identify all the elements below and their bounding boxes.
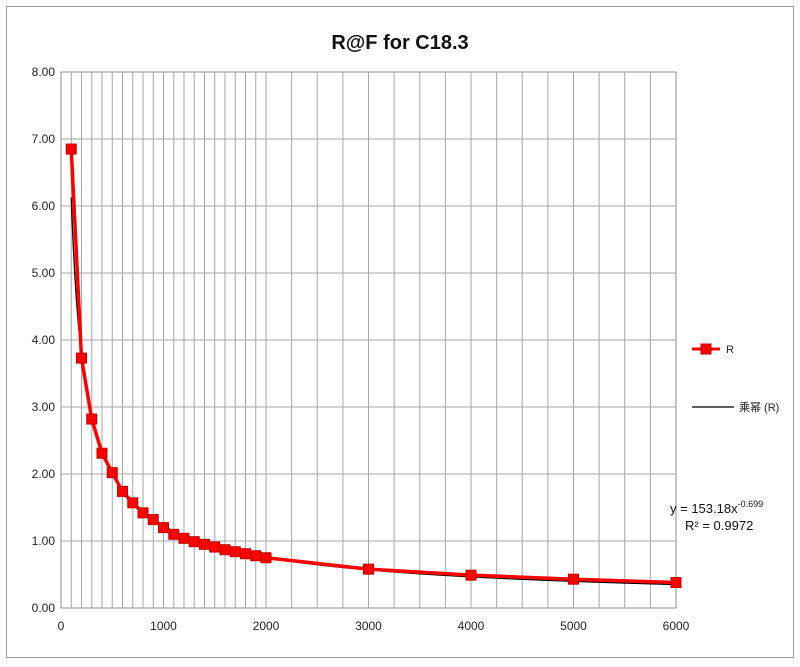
y-tick-label: 0.00 xyxy=(32,601,56,615)
data-point-r xyxy=(117,485,128,497)
series-layer xyxy=(65,143,682,589)
chart-title: R@F for C18.3 xyxy=(331,32,468,54)
data-point-r xyxy=(199,538,210,550)
data-point-r xyxy=(178,532,190,544)
trendline-equation: y = 153.18x-0.699 R² = 0.9972 xyxy=(670,499,763,533)
data-point-r xyxy=(137,507,149,519)
data-point-r xyxy=(76,352,87,364)
data-point-r xyxy=(168,528,180,540)
data-point-r xyxy=(147,514,159,526)
y-tick-label: 8.00 xyxy=(32,65,56,79)
data-point-r xyxy=(188,536,200,548)
data-point-r xyxy=(96,447,108,459)
data-point-r xyxy=(260,552,272,564)
x-tick-label: 3000 xyxy=(355,619,382,633)
data-point-r xyxy=(86,413,98,425)
x-tick-label: 2000 xyxy=(253,619,280,633)
legend-trend-label: 乘幂 (R) xyxy=(739,401,779,414)
legend-r-label: R xyxy=(726,344,734,356)
y-tick-label: 3.00 xyxy=(32,400,56,414)
data-point-r xyxy=(209,541,221,553)
y-tick-label: 4.00 xyxy=(32,333,56,347)
equation-prefix: y = 153.18x xyxy=(670,501,738,516)
data-point-r xyxy=(568,573,579,585)
legend: R 乘幂 (R) xyxy=(692,343,779,414)
r-squared-text: R² = 0.9972 xyxy=(685,518,753,533)
data-point-r xyxy=(127,497,139,509)
data-point-r xyxy=(250,550,262,562)
y-tick-label: 2.00 xyxy=(32,467,56,481)
y-tick-label: 5.00 xyxy=(32,266,56,280)
data-point-r xyxy=(229,546,241,558)
y-tick-label: 6.00 xyxy=(32,199,56,213)
axis-ticks: 0.00 1.00 2.00 3.00 4.00 5.00 6.00 7.00 8.00 0 100… xyxy=(32,65,690,633)
data-point-r xyxy=(670,577,682,589)
data-point-r xyxy=(158,522,169,534)
x-tick-label: 4000 xyxy=(458,619,485,633)
data-point-r xyxy=(65,143,77,155)
data-point-r xyxy=(363,563,374,575)
x-tick-label: 6000 xyxy=(663,619,690,633)
grid-lines xyxy=(61,72,676,608)
x-tick-label: 1000 xyxy=(150,619,177,633)
y-tick-label: 7.00 xyxy=(32,132,56,146)
x-tick-label: 0 xyxy=(58,619,65,633)
legend-r-marker xyxy=(700,343,712,355)
data-point-r xyxy=(465,569,477,581)
equation-text: y = 153.18x-0.699 xyxy=(670,499,763,516)
x-tick-label: 5000 xyxy=(560,619,587,633)
data-point-r xyxy=(219,544,231,556)
data-point-r xyxy=(240,548,251,560)
equation-exponent: -0.699 xyxy=(738,499,764,509)
y-tick-label: 1.00 xyxy=(32,534,56,548)
data-point-r xyxy=(106,467,118,479)
